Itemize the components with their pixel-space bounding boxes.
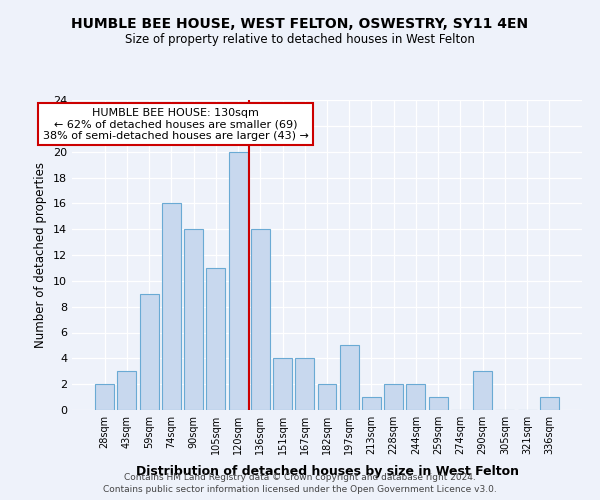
Text: Contains public sector information licensed under the Open Government Licence v3: Contains public sector information licen… bbox=[103, 484, 497, 494]
Bar bbox=[540, 397, 559, 410]
Bar bbox=[406, 384, 425, 410]
Bar bbox=[473, 371, 492, 410]
Bar bbox=[429, 397, 448, 410]
X-axis label: Distribution of detached houses by size in West Felton: Distribution of detached houses by size … bbox=[136, 466, 518, 478]
Bar bbox=[162, 204, 181, 410]
Bar bbox=[340, 346, 359, 410]
Bar bbox=[273, 358, 292, 410]
Bar bbox=[140, 294, 158, 410]
Bar bbox=[295, 358, 314, 410]
Bar bbox=[251, 229, 270, 410]
Bar bbox=[206, 268, 225, 410]
Bar bbox=[362, 397, 381, 410]
Bar bbox=[184, 229, 203, 410]
Bar bbox=[229, 152, 248, 410]
Bar bbox=[384, 384, 403, 410]
Text: HUMBLE BEE HOUSE: 130sqm
← 62% of detached houses are smaller (69)
38% of semi-d: HUMBLE BEE HOUSE: 130sqm ← 62% of detach… bbox=[43, 108, 309, 141]
Text: Size of property relative to detached houses in West Felton: Size of property relative to detached ho… bbox=[125, 32, 475, 46]
Text: Contains HM Land Registry data © Crown copyright and database right 2024.: Contains HM Land Registry data © Crown c… bbox=[124, 473, 476, 482]
Bar bbox=[118, 371, 136, 410]
Text: HUMBLE BEE HOUSE, WEST FELTON, OSWESTRY, SY11 4EN: HUMBLE BEE HOUSE, WEST FELTON, OSWESTRY,… bbox=[71, 18, 529, 32]
Bar bbox=[317, 384, 337, 410]
Y-axis label: Number of detached properties: Number of detached properties bbox=[34, 162, 47, 348]
Bar bbox=[95, 384, 114, 410]
